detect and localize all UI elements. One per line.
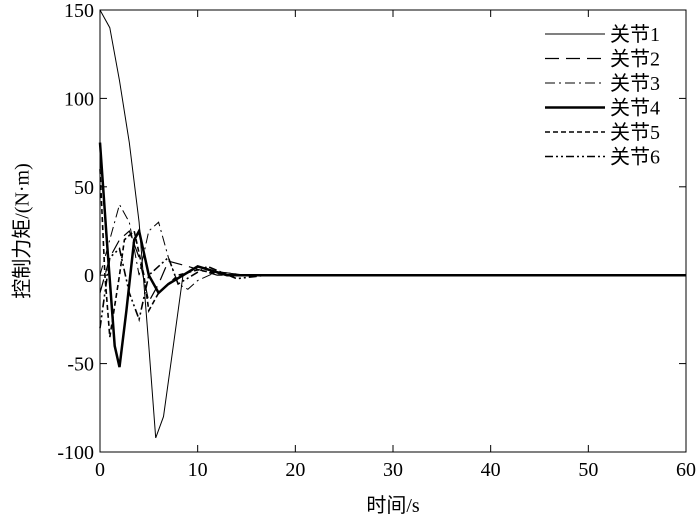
legend-label: 关节1 (610, 23, 660, 46)
y-tick-label: 50 (74, 177, 94, 199)
x-tick-label: 40 (481, 459, 501, 481)
x-tick-label: 60 (676, 459, 696, 481)
legend-label: 关节4 (610, 97, 660, 120)
series-line (99, 9, 686, 439)
y-tick-label: 0 (84, 265, 94, 287)
legend-label: 关节3 (610, 72, 660, 95)
series-line (99, 247, 686, 329)
plot-frame (99, 9, 687, 453)
y-tick-label: -100 (57, 442, 94, 464)
legend-label: 关节2 (610, 48, 660, 71)
x-tick-label: 30 (383, 459, 403, 481)
series-line (99, 229, 686, 304)
x-tick-label: 20 (285, 459, 305, 481)
x-tick-label: 50 (578, 459, 598, 481)
x-tick-label: 10 (188, 459, 208, 481)
y-tick-label: 150 (64, 0, 94, 22)
series-line (98, 142, 686, 368)
x-axis-label: 时间/s (366, 494, 420, 517)
legend-label: 关节5 (610, 121, 660, 144)
y-tick-label: 100 (64, 88, 94, 110)
series-line (99, 169, 686, 338)
x-tick-label: 0 (95, 459, 105, 481)
y-axis-label: 控制力矩/(N·m) (11, 163, 34, 299)
series-line (99, 203, 686, 290)
legend-label: 关节6 (610, 146, 660, 169)
y-tick-label: -50 (67, 354, 94, 376)
